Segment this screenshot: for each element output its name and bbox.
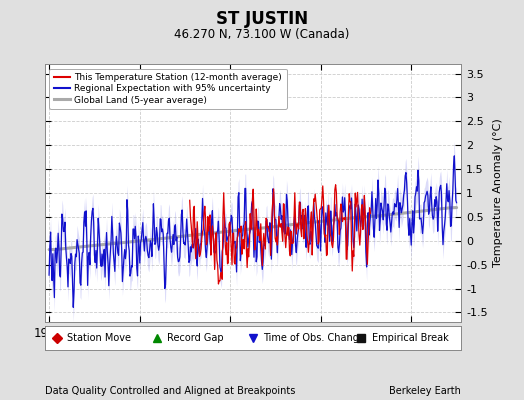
Y-axis label: Temperature Anomaly (°C): Temperature Anomaly (°C) (493, 119, 503, 267)
Text: Empirical Break: Empirical Break (372, 333, 449, 343)
Text: 46.270 N, 73.100 W (Canada): 46.270 N, 73.100 W (Canada) (174, 28, 350, 41)
Text: Berkeley Earth: Berkeley Earth (389, 386, 461, 396)
Text: Station Move: Station Move (68, 333, 132, 343)
Legend: This Temperature Station (12-month average), Regional Expectation with 95% uncer: This Temperature Station (12-month avera… (49, 68, 287, 109)
Text: Time of Obs. Change: Time of Obs. Change (263, 333, 365, 343)
Text: Data Quality Controlled and Aligned at Breakpoints: Data Quality Controlled and Aligned at B… (45, 386, 295, 396)
Text: ST JUSTIN: ST JUSTIN (216, 10, 308, 28)
Text: Record Gap: Record Gap (168, 333, 224, 343)
